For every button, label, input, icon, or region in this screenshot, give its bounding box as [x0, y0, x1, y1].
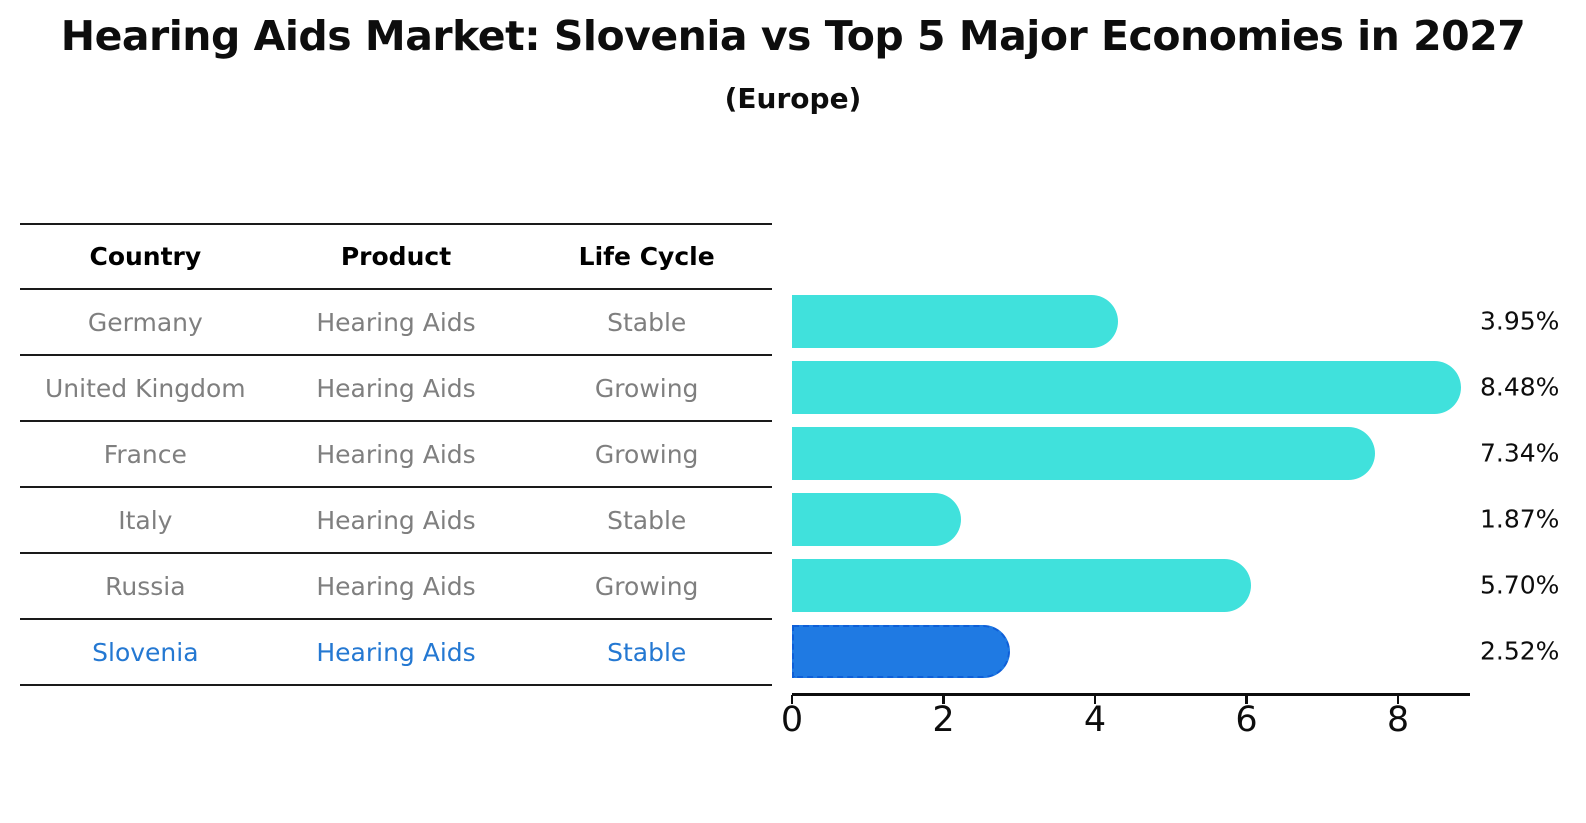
- page-subtitle: (Europe): [724, 82, 862, 115]
- product-cell: Hearing Aids: [316, 637, 476, 667]
- country-cell: United Kingdom: [45, 373, 246, 403]
- life-cycle-cell: Growing: [594, 373, 699, 403]
- table-row-russia: Russia Hearing Aids Growing: [20, 554, 772, 620]
- life-cycle-cell: Growing: [594, 439, 699, 469]
- bar-italy: [792, 492, 961, 546]
- bar-slovenia: [792, 624, 1010, 678]
- page-title: Hearing Aids Market: Slovenia vs Top 5 M…: [60, 12, 1526, 60]
- value-label-france: 7.34%: [1480, 438, 1560, 468]
- country-cell: France: [103, 439, 187, 469]
- column-header-life-cycle: Life Cycle: [578, 242, 715, 271]
- bar-russia: [792, 558, 1251, 612]
- bar-united-kingdom: [792, 360, 1462, 414]
- table-row-italy: Italy Hearing Aids Stable: [20, 488, 772, 554]
- life-cycle-cell: Growing: [594, 571, 699, 601]
- product-cell: Hearing Aids: [316, 571, 476, 601]
- value-label-united-kingdom: 8.48%: [1480, 372, 1560, 402]
- bar-germany: [792, 294, 1119, 348]
- country-cell: Slovenia: [92, 637, 199, 667]
- x-tick-label-8: 8: [1386, 700, 1410, 740]
- product-cell: Hearing Aids: [316, 439, 476, 469]
- life-cycle-cell: Stable: [607, 637, 687, 667]
- x-tick-mark-8: [1396, 695, 1400, 704]
- x-axis-line: [792, 693, 1470, 696]
- x-tick-label-0: 0: [780, 700, 804, 740]
- table-row-united-kingdom: United Kingdom Hearing Aids Growing: [20, 356, 772, 422]
- x-tick-mark-4: [1093, 695, 1097, 704]
- product-cell: Hearing Aids: [316, 505, 476, 535]
- x-tick-mark-0: [790, 695, 794, 704]
- product-cell: Hearing Aids: [316, 307, 476, 337]
- x-tick-mark-2: [942, 695, 945, 704]
- value-label-germany: 3.95%: [1480, 306, 1560, 336]
- table-row-france: France Hearing Aids Growing: [20, 422, 772, 488]
- x-tick-label-4: 4: [1083, 700, 1107, 740]
- country-cell: Germany: [87, 307, 203, 337]
- table-row-slovenia: Slovenia Hearing Aids Stable: [20, 620, 772, 686]
- value-label-russia: 5.70%: [1480, 570, 1560, 600]
- value-label-slovenia: 2.52%: [1480, 636, 1560, 666]
- x-tick-label-2: 2: [932, 700, 955, 740]
- table-header-row: Country Product Life Cycle: [20, 225, 772, 290]
- column-header-country: Country: [89, 242, 202, 271]
- life-cycle-cell: Stable: [607, 307, 687, 337]
- value-label-italy: 1.87%: [1480, 504, 1560, 534]
- country-cell: Italy: [118, 505, 173, 535]
- x-tick-mark-6: [1245, 695, 1248, 704]
- life-cycle-cell: Stable: [607, 505, 687, 535]
- country-cell: Russia: [105, 571, 186, 601]
- bar-france: [792, 426, 1376, 480]
- column-header-product: Product: [340, 242, 452, 271]
- x-tick-label-6: 6: [1235, 700, 1258, 740]
- table-body: Germany Hearing Aids Stable United Kingdom H…: [20, 290, 772, 686]
- product-cell: Hearing Aids: [316, 373, 476, 403]
- comparison-table: Country Product Life Cycle Germany Hearin…: [20, 223, 772, 686]
- table-row-germany: Germany Hearing Aids Stable: [20, 290, 772, 356]
